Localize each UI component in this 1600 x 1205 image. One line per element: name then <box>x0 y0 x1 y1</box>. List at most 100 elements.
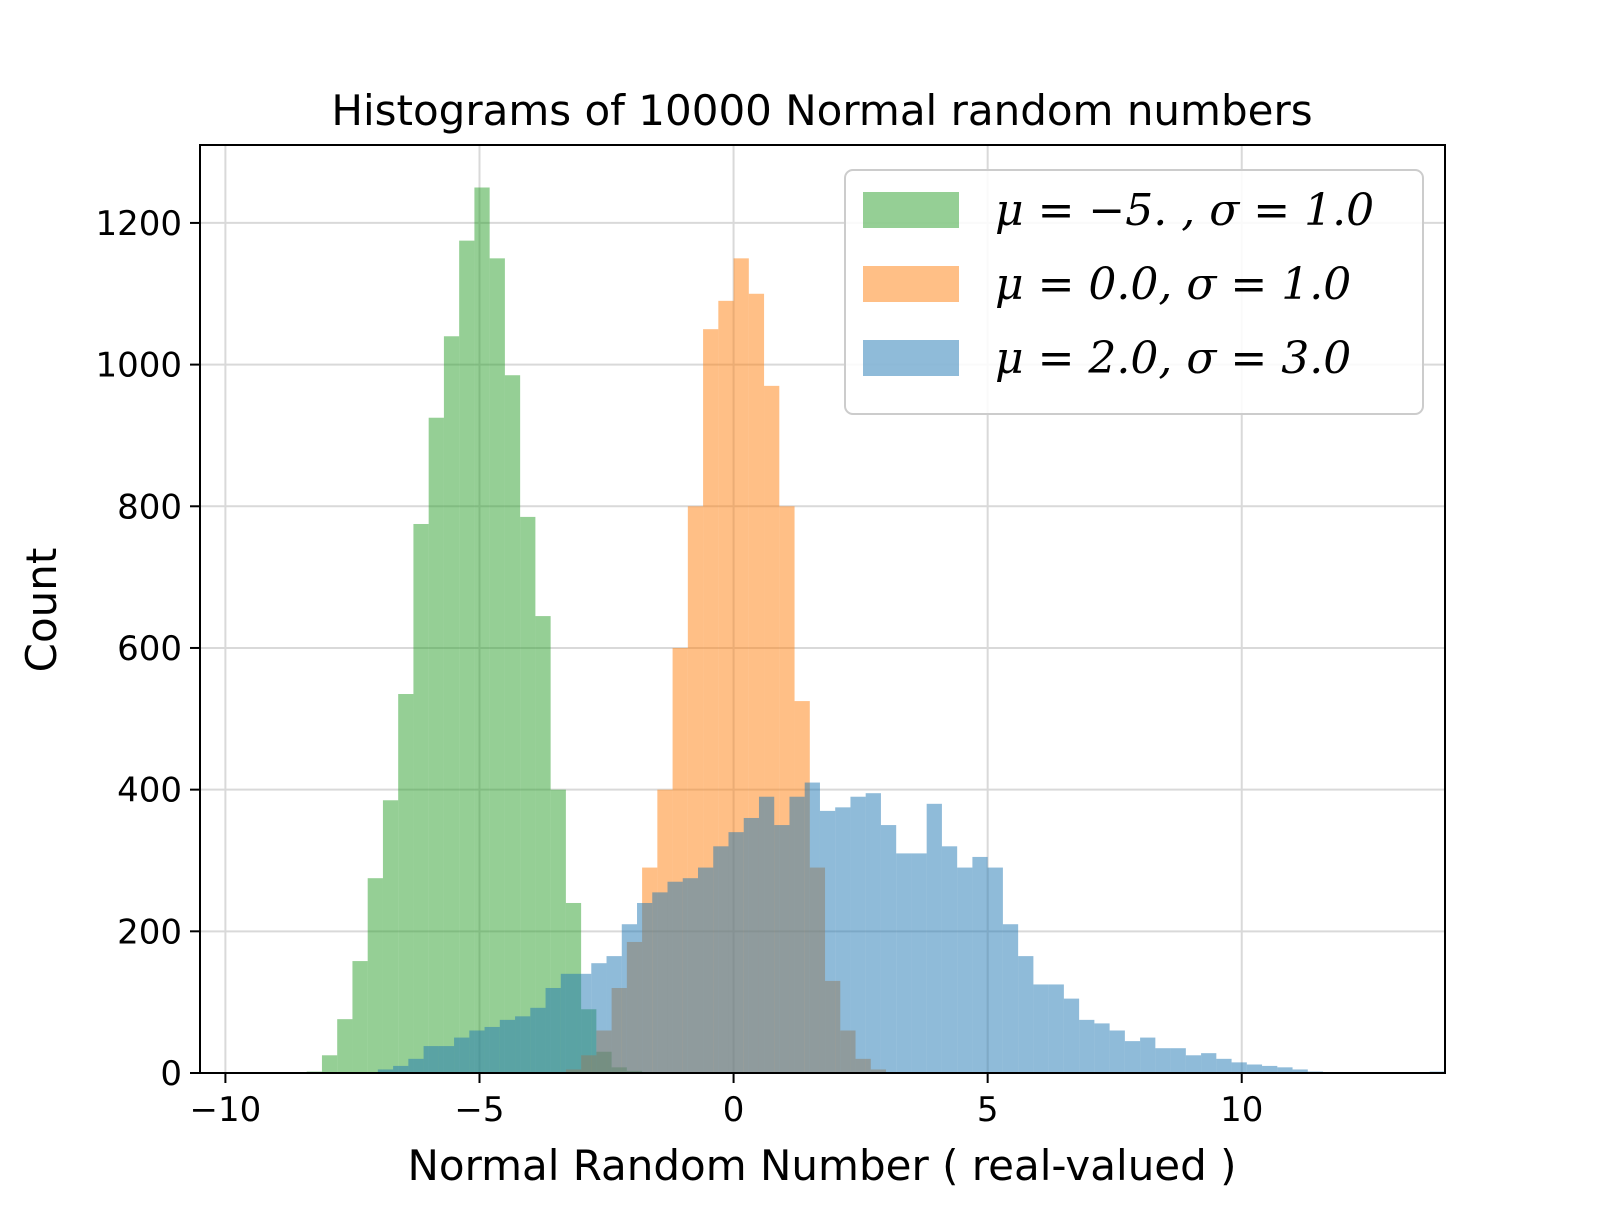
series-3-bars <box>377 782 1445 1073</box>
histogram-bar <box>682 878 698 1073</box>
x-tick-label: 0 <box>723 1090 745 1130</box>
legend-entry-label: μ = 2.0, σ = 3.0 <box>995 333 1351 384</box>
histogram-bar <box>1094 1023 1110 1073</box>
histogram-bar <box>408 1058 424 1073</box>
histogram-bar <box>321 1055 338 1073</box>
histogram-bar <box>591 963 607 1073</box>
histogram-bar <box>382 800 399 1073</box>
histogram-bar <box>1002 924 1019 1073</box>
histogram-bar <box>789 796 805 1073</box>
histogram-bar <box>1262 1065 1278 1073</box>
histogram-bar <box>987 867 1003 1073</box>
histogram-bar <box>606 956 622 1073</box>
histogram-bar <box>957 867 973 1073</box>
legend-entry-label: μ = −5. , σ = 1.0 <box>995 185 1374 236</box>
histogram-bar <box>438 1046 455 1073</box>
histogram-bar <box>972 856 988 1073</box>
histogram-bar <box>774 825 790 1073</box>
legend-box <box>844 169 1424 415</box>
histogram-bar <box>1048 984 1064 1073</box>
series-1-bars <box>306 187 643 1074</box>
y-tick-label: 600 <box>117 629 182 669</box>
histogram-bar <box>1155 1048 1171 1073</box>
histogram-bar <box>423 1046 439 1073</box>
histogram-bar <box>560 973 577 1073</box>
histogram-bar <box>352 961 368 1073</box>
histogram-bar <box>941 846 958 1073</box>
histogram-bar <box>1231 1062 1247 1073</box>
histogram-bar <box>896 853 912 1073</box>
legend-swatch <box>863 340 959 376</box>
histogram-bar <box>1185 1055 1202 1073</box>
histogram-bar <box>1063 998 1080 1073</box>
histogram-bar <box>698 867 714 1073</box>
histogram-bar <box>880 825 897 1073</box>
histogram-bar <box>515 1016 531 1073</box>
histogram-bar <box>393 1065 409 1073</box>
histogram-bar <box>1033 984 1049 1073</box>
y-tick-label: 0 <box>160 1054 182 1094</box>
histogram-bar <box>1246 1064 1263 1073</box>
histogram-bar <box>469 1030 485 1073</box>
histogram-bar <box>850 796 866 1073</box>
histogram-bar <box>545 987 561 1073</box>
histogram-bar <box>1277 1067 1293 1073</box>
histogram-bar <box>520 516 536 1073</box>
histogram-bar <box>413 523 429 1073</box>
histogram-bar <box>535 616 551 1073</box>
histogram-bar <box>576 973 592 1073</box>
histogram-bar <box>713 846 729 1073</box>
x-axis-label: Normal Random Number ( real-valued ) <box>407 1141 1236 1190</box>
histogram-bar <box>428 417 444 1074</box>
histogram-bar <box>728 832 744 1073</box>
legend-entry-label: μ = 0.0, σ = 1.0 <box>995 259 1351 310</box>
histogram-bar <box>1109 1030 1125 1073</box>
histogram-bar <box>652 892 668 1073</box>
histogram-bar <box>377 1069 394 1073</box>
histogram-bar <box>667 881 683 1073</box>
histogram-bar <box>337 1019 353 1073</box>
histogram-bar <box>1216 1058 1232 1073</box>
histogram-bar <box>819 810 836 1073</box>
chart-title: Histograms of 10000 Normal random number… <box>331 86 1312 135</box>
histogram-bar <box>1292 1069 1308 1073</box>
histogram-bar <box>1140 1037 1156 1073</box>
x-tick-label: 10 <box>1220 1090 1263 1130</box>
histogram-bar <box>1124 1041 1141 1073</box>
histogram-bar <box>499 1019 516 1073</box>
histogram-bar <box>1201 1053 1217 1073</box>
histogram-bar <box>489 258 505 1073</box>
legend-swatch <box>863 266 959 302</box>
histogram-bar <box>743 817 759 1073</box>
y-tick-label: 200 <box>117 912 182 952</box>
y-axis-label: Count <box>17 548 66 673</box>
histogram-bar <box>1170 1048 1186 1073</box>
histogram-bar <box>1018 956 1034 1073</box>
histogram-bar <box>398 694 414 1073</box>
axis-ticks: −10 −5 0 5 10 0 200 400 600 800 1000 1200 <box>95 204 1263 1130</box>
histogram-bar <box>804 782 820 1073</box>
legend: μ = −5. , σ = 1.0 μ = 0.0, σ = 1.0 μ = 2.0… <box>844 169 1424 415</box>
histogram-bars <box>306 187 1445 1074</box>
histogram-bar <box>621 924 638 1073</box>
y-tick-label: 400 <box>117 771 182 811</box>
histogram-bar <box>758 796 775 1073</box>
plot-frame <box>199 144 1446 1074</box>
y-tick-label: 1000 <box>95 346 182 386</box>
histogram-bar <box>637 902 653 1073</box>
histogram-bar <box>367 878 383 1073</box>
histogram-bar <box>459 240 475 1073</box>
x-tick-label: −10 <box>190 1090 262 1130</box>
y-tick-label: 1200 <box>95 204 182 244</box>
histogram-bar <box>454 1037 470 1073</box>
histogram-bar <box>504 375 521 1073</box>
histogram-bar <box>911 853 927 1073</box>
histogram-bar <box>484 1026 500 1073</box>
histogram-bar <box>926 803 942 1073</box>
histogram-bar <box>1079 1019 1095 1073</box>
histogram-bar <box>443 336 460 1073</box>
histogram-bar <box>474 187 490 1074</box>
legend-swatch <box>863 192 959 228</box>
